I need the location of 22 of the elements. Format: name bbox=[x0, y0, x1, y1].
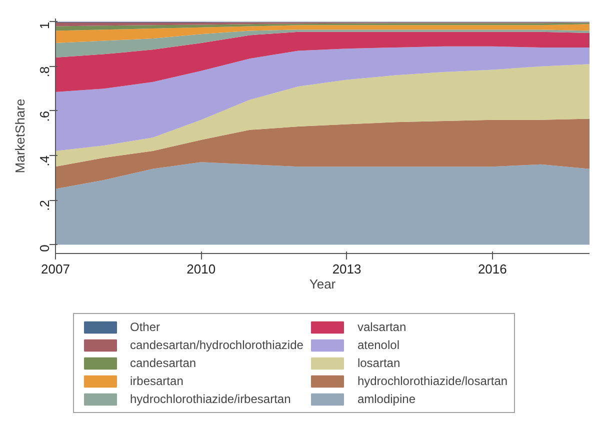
legend-label: hydrochlorothiazide/irbesartan bbox=[130, 392, 291, 406]
x-tick-label: 2013 bbox=[332, 262, 362, 276]
y-tick-label: 1 bbox=[37, 22, 52, 30]
legend-label: candesartan/hydrochlorothiazide bbox=[130, 338, 304, 352]
y-tick-label: .2 bbox=[37, 200, 52, 211]
legend-label: candesartan bbox=[130, 356, 196, 370]
legend-label: Other bbox=[130, 320, 160, 334]
y-tick-label: .4 bbox=[37, 155, 52, 166]
legend-label: atenolol bbox=[357, 338, 400, 352]
y-tick-label: 0 bbox=[37, 244, 52, 252]
x-axis-title: Year bbox=[309, 276, 336, 292]
y-tick-label: .8 bbox=[37, 66, 52, 78]
legend-label: amlodipine bbox=[357, 392, 416, 406]
y-tick-label: .6 bbox=[37, 110, 52, 122]
legend-label: losartan bbox=[357, 356, 400, 370]
legend-label: irbesartan bbox=[130, 374, 184, 388]
x-tick-label: 2007 bbox=[41, 262, 70, 276]
x-tick-label: 2010 bbox=[186, 262, 216, 276]
legend-label: hydrochlorothiazide/losartan bbox=[357, 374, 508, 388]
legend-label: valsartan bbox=[357, 320, 406, 334]
x-tick-label: 2016 bbox=[478, 262, 507, 276]
y-axis-title: MarketShare bbox=[12, 98, 28, 174]
